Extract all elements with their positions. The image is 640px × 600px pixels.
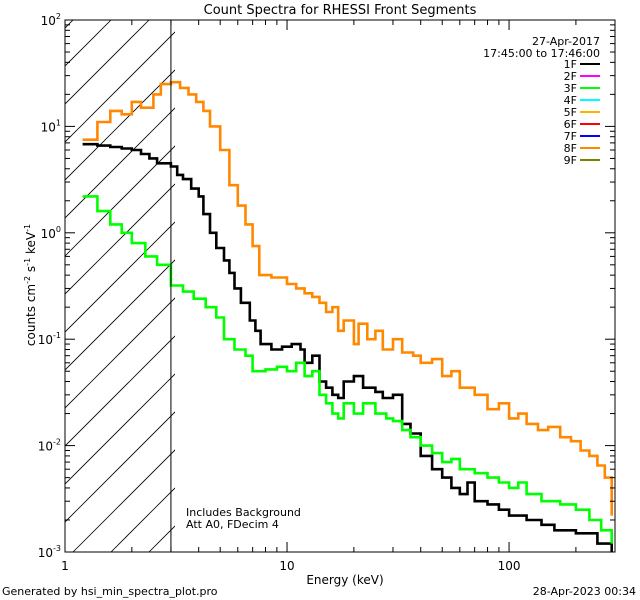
series-line-1F (82, 142, 613, 552)
hatch-line (65, 373, 175, 485)
legend-label: 5F (564, 106, 577, 119)
footer-timestamp: 28-Apr-2023 00:34 (532, 585, 636, 598)
legend-label: 3F (564, 82, 577, 95)
hatch-line (65, 183, 175, 295)
legend-label: 8F (564, 142, 577, 155)
x-tick-label: 10 (279, 559, 294, 573)
hatch-line (110, 487, 175, 552)
y-tick-label: 101 (41, 118, 61, 134)
hatch-line (65, 20, 112, 67)
annotation-line: Includes Background (186, 506, 301, 519)
hatch-line (72, 449, 175, 552)
hatch-line (65, 20, 74, 29)
y-tick-label: 10-1 (38, 331, 61, 347)
legend-label: 6F (564, 118, 577, 131)
hatch-line (65, 145, 175, 257)
y-tick-label: 10-2 (38, 438, 61, 454)
hatch-line (65, 69, 175, 181)
hatch-line (65, 259, 175, 371)
series-line-8F (82, 80, 613, 516)
x-tick-label: 100 (498, 559, 521, 573)
legend-label: 2F (564, 70, 577, 83)
hatch-line (0, 0, 103, 552)
legend-label: 9F (564, 154, 577, 167)
x-tick-label: 1 (61, 559, 69, 573)
plot-frame (64, 19, 616, 553)
legend-label: 7F (564, 130, 577, 143)
y-tick-label: 102 (41, 12, 61, 28)
y-axis-label: counts cm-2 s-1 keV-1 (23, 224, 38, 346)
hatch-line (65, 31, 175, 143)
series-line-3F (82, 195, 613, 544)
hatch-line (65, 20, 150, 105)
hatch-line (263, 0, 640, 552)
chart-title: Count Spectra for RHESSI Front Segments (204, 3, 477, 18)
legend-label: 4F (564, 94, 577, 107)
hatch-line (65, 411, 175, 523)
hatched-region (0, 0, 640, 552)
legend-label: 1F (564, 58, 577, 71)
legend-header-line: 27-Apr-2017 (532, 35, 600, 48)
y-tick-label: 100 (41, 225, 61, 241)
y-tick-label: 10-3 (38, 544, 61, 560)
legend-header-line: 17:45:00 to 17:46:00 (483, 47, 600, 60)
annotation-line: Att A0, FDecim 4 (186, 518, 279, 531)
footer-generator: Generated by hsi_min_spectra_plot.pro (2, 585, 218, 598)
x-axis-label: Energy (keV) (306, 573, 383, 587)
